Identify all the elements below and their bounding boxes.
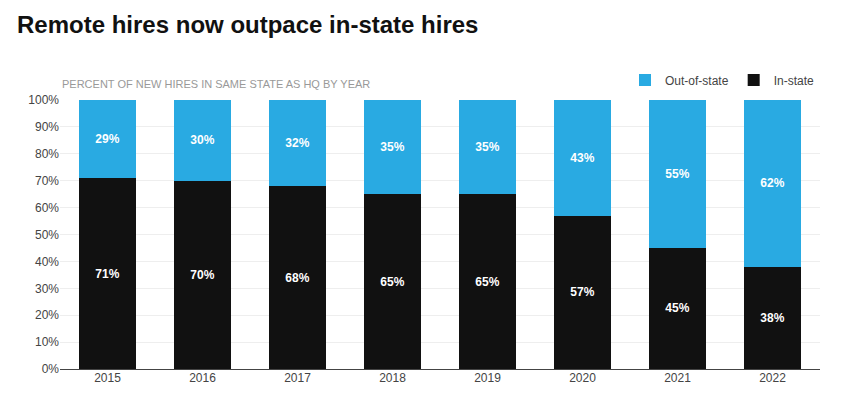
svg-text:PERCENT OF NEW HIRES IN SAME S: PERCENT OF NEW HIRES IN SAME STATE AS HQ… [62,78,370,90]
svg-text:20%: 20% [35,308,59,322]
svg-text:57%: 57% [570,285,594,299]
svg-text:Remote hires now outpace in-st: Remote hires now outpace in-state hires [17,11,478,38]
svg-text:30%: 30% [35,282,59,296]
svg-text:In-state: In-state [774,74,814,88]
svg-text:2020: 2020 [569,371,596,385]
svg-text:2017: 2017 [284,371,311,385]
svg-text:2015: 2015 [94,371,121,385]
svg-text:2016: 2016 [189,371,216,385]
svg-text:10%: 10% [35,335,59,349]
svg-text:43%: 43% [570,151,594,165]
svg-text:68%: 68% [285,271,309,285]
svg-text:35%: 35% [475,140,499,154]
svg-text:32%: 32% [285,136,309,150]
svg-text:55%: 55% [665,167,689,181]
svg-text:70%: 70% [190,268,214,282]
svg-text:62%: 62% [760,176,784,190]
svg-text:65%: 65% [380,275,404,289]
svg-text:35%: 35% [380,140,404,154]
svg-text:50%: 50% [35,228,59,242]
svg-text:38%: 38% [760,311,784,325]
svg-text:30%: 30% [190,133,214,147]
svg-text:80%: 80% [35,147,59,161]
svg-text:2019: 2019 [474,371,501,385]
svg-text:40%: 40% [35,255,59,269]
svg-text:60%: 60% [35,201,59,215]
svg-text:45%: 45% [665,301,689,315]
svg-text:2021: 2021 [664,371,691,385]
svg-text:29%: 29% [95,132,119,146]
svg-text:90%: 90% [35,120,59,134]
svg-text:71%: 71% [95,267,119,281]
svg-text:Out-of-state: Out-of-state [665,74,729,88]
svg-text:0%: 0% [42,362,60,376]
svg-text:65%: 65% [475,275,499,289]
svg-text:2022: 2022 [759,371,786,385]
svg-text:2018: 2018 [379,371,406,385]
svg-text:70%: 70% [35,174,59,188]
svg-text:100%: 100% [28,93,59,107]
